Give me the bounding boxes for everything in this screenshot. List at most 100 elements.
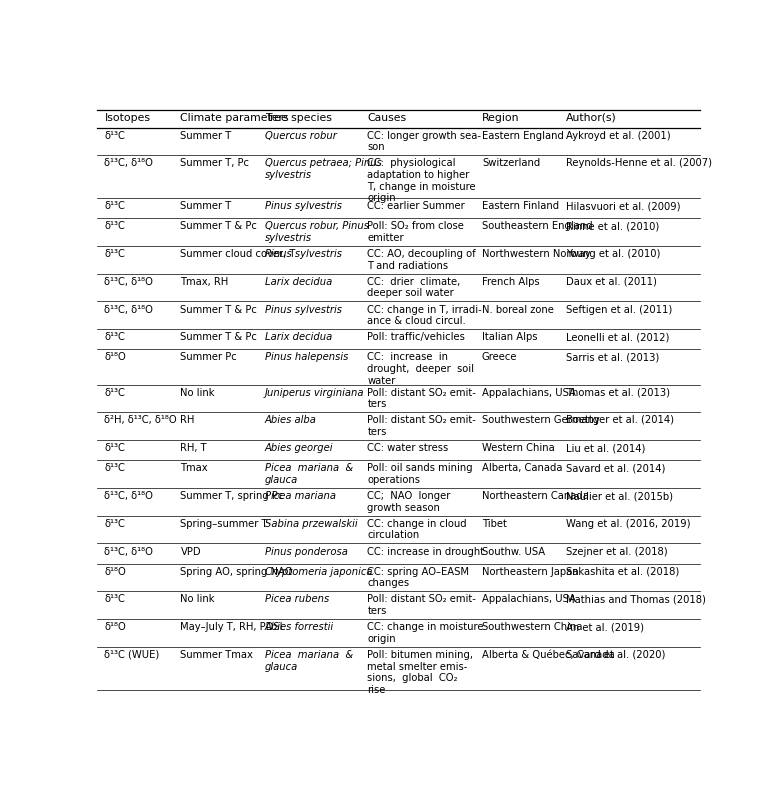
Text: Alberta & Québec, Canada: Alberta & Québec, Canada: [482, 650, 615, 660]
Text: CC: change in cloud
circulation: CC: change in cloud circulation: [367, 519, 467, 541]
Text: Alberta, Canada: Alberta, Canada: [482, 464, 562, 473]
Text: Causes: Causes: [367, 113, 406, 123]
Text: Pinus sylvestris: Pinus sylvestris: [265, 249, 342, 259]
Text: Szejner et al. (2018): Szejner et al. (2018): [566, 546, 668, 556]
Text: Sabina przewalskii: Sabina przewalskii: [265, 519, 358, 529]
Text: Poll: distant SO₂ emit-
ters: Poll: distant SO₂ emit- ters: [367, 594, 476, 616]
Text: δ¹³C: δ¹³C: [104, 388, 125, 397]
Text: French Alps: French Alps: [482, 277, 540, 286]
Text: No link: No link: [180, 594, 215, 604]
Text: δ¹³C: δ¹³C: [104, 221, 125, 231]
Text: Daux et al. (2011): Daux et al. (2011): [566, 277, 657, 286]
Text: δ¹⁸O: δ¹⁸O: [104, 353, 126, 363]
Text: Spring AO, spring NAO: Spring AO, spring NAO: [180, 567, 293, 577]
Text: Summer T, spring Pc: Summer T, spring Pc: [180, 491, 284, 501]
Text: Pinus ponderosa: Pinus ponderosa: [265, 546, 348, 556]
Text: Larix decidua: Larix decidua: [265, 277, 332, 286]
Text: δ¹⁸O: δ¹⁸O: [104, 567, 126, 577]
Text: δ¹³C, δ¹⁸O: δ¹³C, δ¹⁸O: [104, 491, 153, 501]
Text: Summer T: Summer T: [180, 131, 232, 141]
Text: Picea rubens: Picea rubens: [265, 594, 329, 604]
Text: Tree species: Tree species: [265, 113, 331, 123]
Text: δ¹³C: δ¹³C: [104, 332, 125, 342]
Text: Summer Tmax: Summer Tmax: [180, 650, 254, 660]
Text: Isotopes: Isotopes: [104, 113, 150, 123]
Text: Greece: Greece: [482, 353, 517, 363]
Text: Poll: distant SO₂ emit-
ters: Poll: distant SO₂ emit- ters: [367, 416, 476, 437]
Text: Seftigen et al. (2011): Seftigen et al. (2011): [566, 305, 673, 315]
Text: Poll: SO₂ from close
emitter: Poll: SO₂ from close emitter: [367, 221, 464, 243]
Text: Summer cloud cover, T: Summer cloud cover, T: [180, 249, 296, 259]
Text: δ¹³C, δ¹⁸O: δ¹³C, δ¹⁸O: [104, 546, 153, 556]
Text: CC: longer growth sea-
son: CC: longer growth sea- son: [367, 131, 482, 153]
Text: CC: change in moisture
origin: CC: change in moisture origin: [367, 623, 484, 644]
Text: Poll: oil sands mining
operations: Poll: oil sands mining operations: [367, 464, 473, 485]
Text: δ¹³C: δ¹³C: [104, 201, 125, 211]
Text: Northeastern Canada: Northeastern Canada: [482, 491, 589, 501]
Text: RH: RH: [180, 416, 194, 426]
Text: Region: Region: [482, 113, 520, 123]
Text: Picea  mariana  &
glauca: Picea mariana & glauca: [265, 650, 353, 671]
Text: Tmax: Tmax: [180, 464, 208, 473]
Text: CC;  NAO  longer
growth season: CC; NAO longer growth season: [367, 491, 450, 512]
Text: Pinus halepensis: Pinus halepensis: [265, 353, 349, 363]
Text: Tmax, RH: Tmax, RH: [180, 277, 229, 286]
Text: Hilasvuori et al. (2009): Hilasvuori et al. (2009): [566, 201, 681, 211]
Text: δ¹³C, δ¹⁸O: δ¹³C, δ¹⁸O: [104, 277, 153, 286]
Text: δ²H, δ¹³C, δ¹⁸O: δ²H, δ¹³C, δ¹⁸O: [104, 416, 177, 426]
Text: Spring–summer T: Spring–summer T: [180, 519, 268, 529]
Text: Southw. USA: Southw. USA: [482, 546, 545, 556]
Text: Poll: distant SO₂ emit-
ters: Poll: distant SO₂ emit- ters: [367, 388, 476, 409]
Text: CC:  increase  in
drought,  deeper  soil
water: CC: increase in drought, deeper soil wat…: [367, 353, 475, 386]
Text: CC:  physiological
adaptation to higher
T, change in moisture
origin: CC: physiological adaptation to higher T…: [367, 158, 476, 203]
Text: Savard et al. (2014): Savard et al. (2014): [566, 464, 666, 473]
Text: Larix decidua: Larix decidua: [265, 332, 332, 342]
Text: Southwestern Germany: Southwestern Germany: [482, 416, 600, 426]
Text: Abies forrestii: Abies forrestii: [265, 623, 334, 632]
Text: Leonelli et al. (2012): Leonelli et al. (2012): [566, 332, 670, 342]
Text: δ¹³C: δ¹³C: [104, 131, 125, 141]
Text: Summer T, Pc: Summer T, Pc: [180, 158, 250, 168]
Text: Naulier et al. (2015b): Naulier et al. (2015b): [566, 491, 673, 501]
Text: δ¹³C, δ¹⁸O: δ¹³C, δ¹⁸O: [104, 158, 153, 168]
Text: Quercus robur, Pinus
sylvestris: Quercus robur, Pinus sylvestris: [265, 221, 369, 243]
Text: Poll: traffic/vehicles: Poll: traffic/vehicles: [367, 332, 465, 342]
Text: N. boreal zone: N. boreal zone: [482, 305, 554, 315]
Text: CC: change in T, irradi-
ance & cloud circul.: CC: change in T, irradi- ance & cloud ci…: [367, 305, 482, 326]
Text: δ¹³C: δ¹³C: [104, 443, 125, 453]
Text: CC: earlier Summer: CC: earlier Summer: [367, 201, 465, 211]
Text: Summer T: Summer T: [180, 201, 232, 211]
Text: RH, T: RH, T: [180, 443, 207, 453]
Text: Pinus sylvestris: Pinus sylvestris: [265, 305, 342, 315]
Text: Wang et al. (2016, 2019): Wang et al. (2016, 2019): [566, 519, 691, 529]
Text: Liu et al. (2014): Liu et al. (2014): [566, 443, 646, 453]
Text: Quercus robur: Quercus robur: [265, 131, 337, 141]
Text: Cryptomeria japonica: Cryptomeria japonica: [265, 567, 373, 577]
Text: VPD: VPD: [180, 546, 201, 556]
Text: CC: spring AO–EASM
changes: CC: spring AO–EASM changes: [367, 567, 469, 589]
Text: Aykroyd et al. (2001): Aykroyd et al. (2001): [566, 131, 671, 141]
Text: Author(s): Author(s): [566, 113, 617, 123]
Text: Picea  mariana  &
glauca: Picea mariana & glauca: [265, 464, 353, 485]
Text: Summer T & Pc: Summer T & Pc: [180, 305, 258, 315]
Text: No link: No link: [180, 388, 215, 397]
Text: Summer T & Pc: Summer T & Pc: [180, 332, 258, 342]
Text: An et al. (2019): An et al. (2019): [566, 623, 644, 632]
Text: Summer Pc: Summer Pc: [180, 353, 237, 363]
Text: Summer T & Pc: Summer T & Pc: [180, 221, 258, 231]
Text: Southwestern China: Southwestern China: [482, 623, 583, 632]
Text: Eastern England: Eastern England: [482, 131, 564, 141]
Text: May–July T, RH, PDSI: May–July T, RH, PDSI: [180, 623, 283, 632]
Text: Juniperus virginiana: Juniperus virginiana: [265, 388, 364, 397]
Text: Sarris et al. (2013): Sarris et al. (2013): [566, 353, 660, 363]
Text: CC:  drier  climate,
deeper soil water: CC: drier climate, deeper soil water: [367, 277, 461, 298]
Text: Sakashita et al. (2018): Sakashita et al. (2018): [566, 567, 680, 577]
Text: Mathias and Thomas (2018): Mathias and Thomas (2018): [566, 594, 706, 604]
Text: Italian Alps: Italian Alps: [482, 332, 538, 342]
Text: Western China: Western China: [482, 443, 555, 453]
Text: Poll: bitumen mining,
metal smelter emis-
sions,  global  CO₂
rise: Poll: bitumen mining, metal smelter emis…: [367, 650, 473, 695]
Text: Savard et al. (2020): Savard et al. (2020): [566, 650, 666, 660]
Text: Northeastern Japan: Northeastern Japan: [482, 567, 579, 577]
Text: Quercus petraea; Pinus
sylvestris: Quercus petraea; Pinus sylvestris: [265, 158, 382, 180]
Text: Reynolds-Henne et al. (2007): Reynolds-Henne et al. (2007): [566, 158, 713, 168]
